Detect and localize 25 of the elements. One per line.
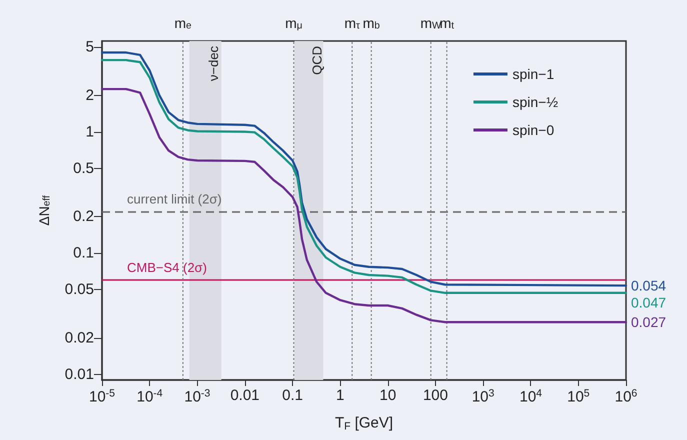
y-axis-title: ΔNeff: [36, 195, 52, 226]
band-label: ν−dec: [206, 46, 221, 82]
ref-line-label: CMB−S4 (2σ): [127, 260, 207, 276]
y-tick-label: 0.5: [73, 160, 94, 177]
ref-line-label: current limit (2σ): [127, 192, 222, 207]
y-tick-label: 0.2: [73, 208, 94, 226]
band-label: QCD: [309, 46, 324, 75]
x-tick-label: 0.01: [230, 387, 260, 404]
data-label: 0.027: [631, 314, 666, 330]
legend-label: spin−1: [512, 66, 554, 82]
y-tick-label: 0.02: [64, 329, 94, 346]
y-tick-label: 2: [86, 86, 94, 104]
y-tick-label: 0.1: [73, 244, 94, 262]
y-tick-label: 0.01: [64, 366, 94, 383]
x-tick-label: 1: [336, 387, 344, 404]
data-label: 0.054: [631, 278, 666, 294]
y-tick-label: 1: [86, 123, 94, 140]
y-tick-label: 0.05: [64, 281, 94, 298]
legend-label: spin−½: [512, 94, 558, 110]
x-tick-label: 100: [422, 387, 448, 404]
data-label: 0.047: [631, 294, 666, 311]
x-tick-label: 10: [379, 387, 396, 404]
y-tick-label: 5: [86, 38, 94, 56]
x-tick-label: 0.1: [282, 387, 303, 404]
legend-label: spin−0: [512, 122, 554, 138]
